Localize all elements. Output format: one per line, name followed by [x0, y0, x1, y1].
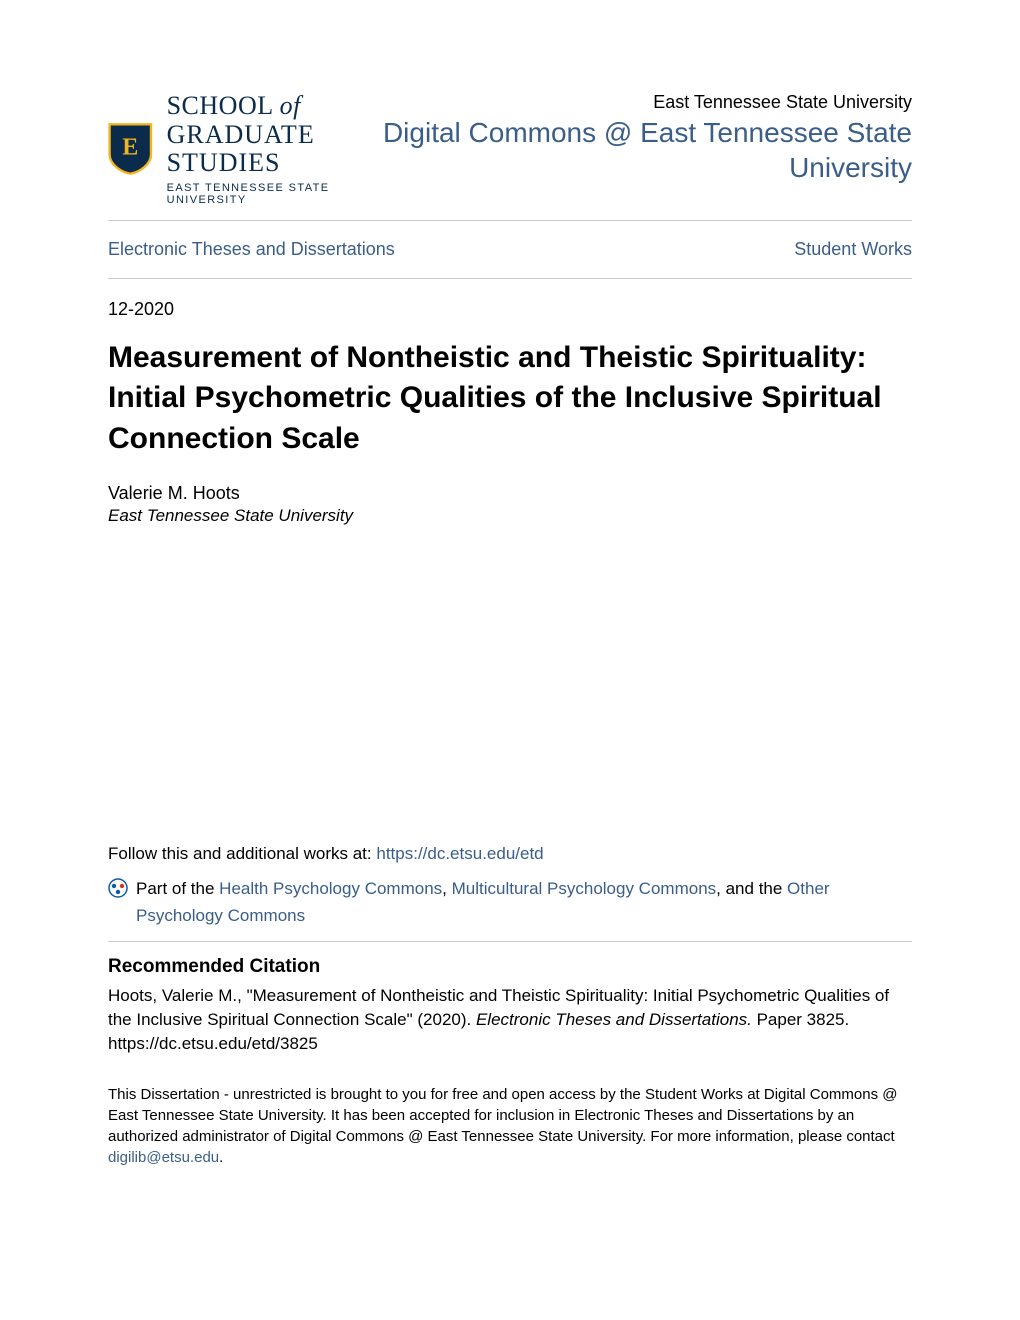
author-affiliation: East Tennessee State University [108, 506, 912, 526]
institution-name: East Tennessee State University [381, 92, 912, 113]
follow-url[interactable]: https://dc.etsu.edu/etd [376, 844, 543, 863]
partof-sep2: , and the [716, 879, 787, 898]
logo-text: SCHOOL of GRADUATE STUDIES EAST TENNESSE… [167, 92, 382, 206]
spacer [108, 526, 912, 844]
institution-block: East Tennessee State University Digital … [381, 92, 912, 185]
logo-line1-of: of [280, 91, 301, 120]
citation-text: Hoots, Valerie M., "Measurement of Nonth… [108, 984, 912, 1055]
subject-link-1[interactable]: Health Psychology Commons [219, 879, 442, 898]
publication-date: 12-2020 [108, 299, 912, 320]
network-commons-icon [108, 878, 128, 898]
header: E SCHOOL of GRADUATE STUDIES EAST TENNES… [108, 92, 912, 206]
partof-prefix: Part of the [136, 879, 219, 898]
separator [108, 220, 912, 221]
disclaimer-post: . [219, 1149, 223, 1166]
logo-line2: GRADUATE STUDIES [167, 121, 382, 178]
author-name: Valerie M. Hoots [108, 483, 912, 504]
citation-series: Electronic Theses and Dissertations. [476, 1010, 752, 1029]
svg-text:E: E [122, 135, 138, 161]
separator [108, 278, 912, 279]
logo-line3: EAST TENNESSEE STATE UNIVERSITY [167, 182, 382, 206]
separator [108, 941, 912, 942]
follow-line: Follow this and additional works at: htt… [108, 844, 912, 864]
follow-prefix: Follow this and additional works at: [108, 844, 376, 863]
shield-icon: E [108, 116, 153, 182]
partof-text: Part of the Health Psychology Commons, M… [136, 876, 912, 929]
subject-link-2[interactable]: Multicultural Psychology Commons [452, 879, 717, 898]
logo-line1-left: SCHOOL [167, 91, 273, 120]
collection-link[interactable]: Electronic Theses and Dissertations [108, 239, 395, 260]
breadcrumb: Electronic Theses and Dissertations Stud… [108, 231, 912, 268]
disclaimer: This Dissertation - unrestricted is brou… [108, 1084, 912, 1168]
logo-line1: SCHOOL of [167, 92, 382, 121]
citation-heading: Recommended Citation [108, 956, 912, 978]
disclaimer-pre: This Dissertation - unrestricted is brou… [108, 1086, 897, 1145]
parent-link[interactable]: Student Works [794, 239, 912, 260]
repository-link[interactable]: Digital Commons @ East Tennessee State U… [381, 115, 912, 185]
contact-email[interactable]: digilib@etsu.edu [108, 1149, 219, 1166]
partof-line: Part of the Health Psychology Commons, M… [108, 876, 912, 929]
partof-sep1: , [442, 879, 451, 898]
school-logo: E SCHOOL of GRADUATE STUDIES EAST TENNES… [108, 92, 381, 206]
paper-title: Measurement of Nontheistic and Theistic … [108, 338, 912, 460]
